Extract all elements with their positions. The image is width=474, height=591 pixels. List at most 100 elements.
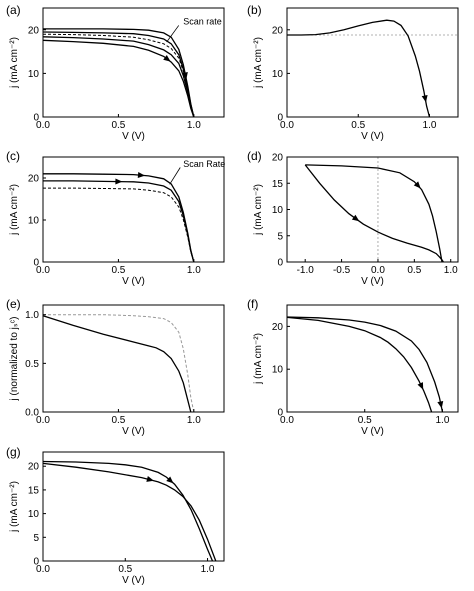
direction-arrow <box>417 382 424 390</box>
annotation-text: Scan Rate <box>183 159 225 169</box>
panel-label: (d) <box>247 149 262 163</box>
x-axis-label: V (V) <box>361 276 384 287</box>
y-axis-label: j (mA cm⁻²) <box>9 184 20 236</box>
x-tick-label: 1.0 <box>444 265 458 276</box>
y-axis-label: j (mA cm⁻²) <box>9 37 20 89</box>
y-tick-label: 20 <box>272 153 284 164</box>
x-tick-label: 0.0 <box>280 120 294 131</box>
x-axis-label: V (V) <box>361 426 384 437</box>
x-tick-label: 0.0 <box>280 415 294 426</box>
y-tick-label: 0 <box>277 113 283 124</box>
direction-arrow <box>163 54 171 62</box>
y-axis-label: j (normalized to jₛᶜ) <box>9 317 20 402</box>
direction-arrow <box>166 476 174 484</box>
x-tick-label: 0.0 <box>36 265 50 276</box>
y-tick-label: 0.5 <box>25 359 39 370</box>
x-tick-label: 1.0 <box>201 564 215 575</box>
direction-arrow <box>421 94 428 103</box>
x-tick-label: 0.5 <box>351 120 365 131</box>
y-tick-label: 20 <box>272 25 284 36</box>
axes-frame <box>42 156 225 263</box>
x-tick-label: 0.0 <box>36 120 50 131</box>
x-tick-label: 0.5 <box>118 564 132 575</box>
x-tick-label: 1.0 <box>436 415 450 426</box>
y-tick-label: 0 <box>33 557 39 568</box>
x-tick-label: 0.0 <box>36 564 50 575</box>
axes-frame <box>42 7 225 118</box>
panel-label: (a) <box>6 3 21 17</box>
y-tick-label: 10 <box>28 69 40 80</box>
direction-arrow <box>115 178 123 185</box>
y-tick-label: 0 <box>33 258 39 269</box>
series-line-0 <box>286 316 444 413</box>
annotation-text: Scan rate <box>183 17 222 27</box>
series-line-3 <box>42 36 195 118</box>
panel-a: (a) 0.0 0.5 1.0 0 10 20 V (V) j (mA cm⁻²) Scan ra… <box>6 3 225 142</box>
y-tick-label: 10 <box>272 365 284 376</box>
panel-b: (b) 0.0 0.5 1.0 0 10 20 V (V) j (mA cm⁻²) <box>247 3 459 142</box>
y-tick-label: 1.0 <box>25 310 39 321</box>
y-tick-label: 0 <box>277 258 283 269</box>
panel-d: (d) -1.0 -0.5 0.0 0.5 1.0 0 5 10 15 20 V (V) j (mA c… <box>247 149 459 287</box>
panel-c: (c) 0.0 0.5 1.0 0 10 20 V (V) j (mA cm⁻²) Scan Ra… <box>6 149 225 287</box>
x-tick-label: 0.0 <box>36 415 50 426</box>
panel-label: (c) <box>6 149 20 163</box>
y-axis-label: j (mA cm⁻²) <box>253 333 264 385</box>
axes-frame <box>286 7 459 118</box>
panel-f: (f) 0.0 0.5 1.0 0 10 20 V (V) j (mA cm⁻²) <box>247 297 459 437</box>
y-tick-label: 0 <box>277 408 283 419</box>
x-axis-label: V (V) <box>122 426 145 437</box>
series-line-4 <box>42 39 195 118</box>
series-line-1 <box>304 164 444 263</box>
y-tick-label: 20 <box>28 174 40 185</box>
panel-e: (e) 0.0 0.5 1.0 0.0 0.5 1.0 V (V) j (normalized … <box>6 297 225 437</box>
x-tick-label: -1.0 <box>297 265 315 276</box>
direction-arrow <box>137 172 145 179</box>
x-axis-label: V (V) <box>122 276 145 287</box>
direction-arrow <box>437 400 444 409</box>
series-line-0 <box>305 164 443 263</box>
panel-label: (g) <box>6 445 21 459</box>
x-tick-label: -0.5 <box>333 265 351 276</box>
series-line-1 <box>43 180 195 263</box>
x-tick-label: 0.5 <box>358 415 372 426</box>
direction-arrow <box>413 181 421 189</box>
axes-frame <box>42 451 225 562</box>
x-tick-label: 1.0 <box>423 120 437 131</box>
x-tick-label: 1.0 <box>187 415 201 426</box>
y-tick-label: 0.0 <box>25 408 39 419</box>
series-line-2 <box>43 187 195 263</box>
series-line-0 <box>42 460 214 562</box>
y-tick-label: 10 <box>272 69 284 80</box>
y-axis-label: j (mA cm⁻²) <box>253 184 264 236</box>
annotation-pointer <box>169 167 181 185</box>
y-tick-label: 20 <box>28 462 40 473</box>
direction-arrow <box>351 214 360 222</box>
y-tick-label: 5 <box>33 533 39 544</box>
y-axis-label: j (mA cm⁻²) <box>9 481 20 533</box>
series-line-1 <box>43 314 195 413</box>
y-tick-label: 10 <box>28 509 40 520</box>
y-tick-label: 20 <box>272 322 284 333</box>
axes-frame <box>42 304 225 413</box>
y-tick-label: 15 <box>272 179 284 190</box>
x-tick-label: 1.0 <box>187 265 201 276</box>
series-line-2 <box>42 33 195 118</box>
axes-frame <box>286 304 459 413</box>
y-tick-label: 10 <box>28 216 40 227</box>
series-line-0 <box>43 28 195 118</box>
y-tick-label: 5 <box>277 231 283 242</box>
series-line-0 <box>42 315 192 413</box>
y-tick-label: 15 <box>28 485 40 496</box>
x-tick-label: 0.5 <box>111 415 125 426</box>
panel-label: (f) <box>247 297 258 311</box>
y-tick-label: 0 <box>33 113 39 124</box>
y-tick-label: 20 <box>28 25 40 36</box>
x-axis-label: V (V) <box>122 575 145 586</box>
x-tick-label: 0.0 <box>371 265 385 276</box>
x-tick-label: 0.5 <box>111 265 125 276</box>
x-axis-label: V (V) <box>122 131 145 142</box>
panel-g: (g) 0.0 0.5 1.0 0 5 10 15 20 V (V) j (mA cm⁻²) <box>6 445 225 586</box>
